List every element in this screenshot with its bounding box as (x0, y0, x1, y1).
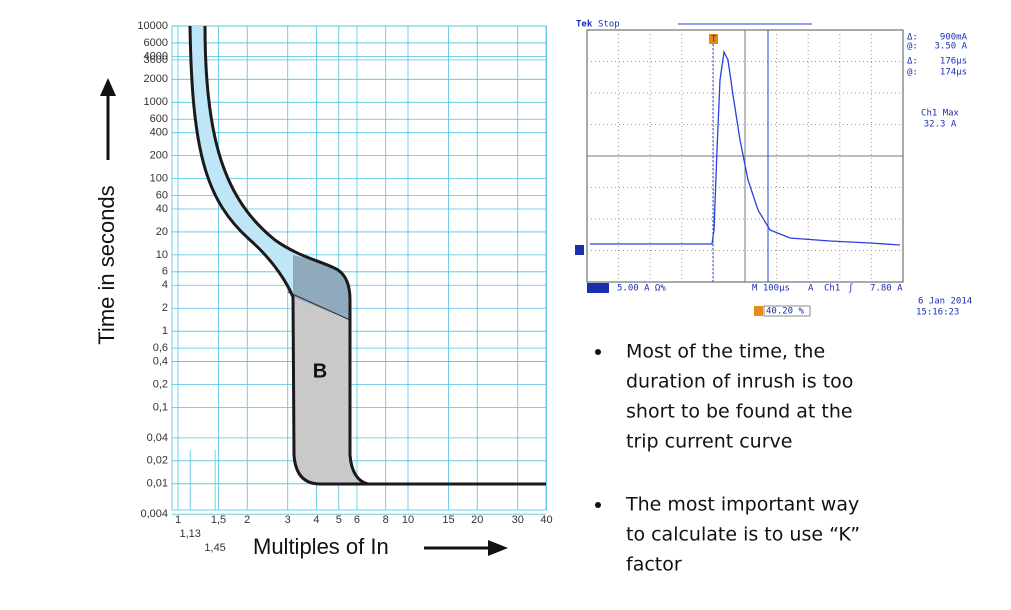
trigger-pos-box (763, 305, 811, 317)
bullet-text: to calculate is to use “K” (626, 524, 860, 546)
readout-value: 174µs (940, 68, 967, 78)
x-tick-label: 2 (244, 514, 250, 526)
status-field: M 100µs (752, 284, 790, 294)
y-tick-label: 200 (150, 150, 168, 162)
y-tick-label: 100 (150, 173, 168, 185)
y-tick-label: 1000 (144, 96, 168, 108)
y-tick-label: 0,6 (153, 342, 168, 354)
x-tick-label: 3 (285, 514, 291, 526)
status-field: A (808, 284, 814, 294)
status-field: ʃ (848, 284, 853, 294)
y-axis-label: Time in seconds (94, 185, 119, 344)
scope-grid (587, 30, 903, 282)
y-tick-label: 4000 (144, 50, 168, 62)
scope-brand: Tek (576, 20, 593, 30)
readout-key: Δ: (907, 33, 918, 43)
measurement-value: 32.3 A (924, 120, 957, 130)
x-tick-label: 5 (336, 514, 342, 526)
bullet-dot (595, 349, 601, 355)
bullet-text: short to be found at the (626, 401, 853, 423)
y-tick-label: 0,04 (147, 432, 168, 444)
scope-trace (590, 49, 901, 246)
plot-frame (171, 25, 547, 511)
y-tick-label: 400 (150, 127, 168, 139)
oscilloscope: Tek Stop 1 T Δ: 900mA @: 3.50 A Δ: 176µs @: 174… (575, 20, 972, 318)
y-tick-label: 60 (156, 189, 168, 201)
x-axis-arrowhead (488, 540, 508, 556)
status-field: Ch1 (590, 284, 606, 294)
x-tick-label: 20 (471, 514, 483, 526)
x-tick-label: 1 (175, 514, 181, 526)
y-tick-label: 0,004 (140, 508, 168, 520)
readout-key: Δ: (907, 57, 918, 67)
status-field: Ch1 (824, 284, 840, 294)
grid (171, 25, 547, 515)
y-tick-label: 10 (156, 249, 168, 261)
channel-box (587, 283, 609, 293)
bullet-text: trip current curve (626, 431, 792, 453)
overlap-fill (293, 255, 350, 320)
channel-marker (575, 245, 584, 255)
bullet-list: Most of the time, the duration of inrush … (595, 341, 860, 576)
trigger-marker (709, 34, 718, 44)
x-tick-label: 1,13 (179, 528, 200, 540)
bullet-dot (595, 502, 601, 508)
y-tick-label: 0,02 (147, 455, 168, 467)
readout-key: @: (907, 68, 918, 78)
trigger-position: 40.20 % (766, 307, 805, 317)
y-tick-label: 3600 (144, 54, 168, 66)
x-tick-label: 4 (313, 514, 319, 526)
readout-value: 176µs (940, 57, 967, 67)
measurement-name: Ch1 Max (921, 109, 960, 119)
trip-curve: B Time in seconds Multiples of In 10000 6… (94, 20, 553, 559)
x-tick-label: 15 (442, 514, 454, 526)
status-field: 7.80 A (870, 284, 903, 294)
y-tick-label: 0,1 (153, 401, 168, 413)
region-label: B (313, 360, 327, 382)
x-tick-label: 10 (402, 514, 414, 526)
channel-id: 1 (577, 246, 582, 256)
scope-status: Stop (598, 20, 620, 30)
y-tick-label: 2000 (144, 73, 168, 85)
y-tick-label: 40 (156, 203, 168, 215)
y-tick-label: 1 (162, 325, 168, 337)
y-tick-label: 600 (150, 113, 168, 125)
trigger-pos-icon (754, 306, 763, 316)
y-tick-label: 2 (162, 302, 168, 314)
y-tick-label: 6 (162, 266, 168, 278)
bullet-text: Most of the time, the (626, 341, 825, 363)
x-axis-label: Multiples of In (253, 534, 389, 559)
x-tick-label: 1,5 (211, 514, 226, 526)
bullet-text: The most important way (625, 494, 859, 516)
band-divider (287, 291, 351, 321)
readout-key: @: (907, 42, 918, 52)
scope-time: 15:16:23 (916, 308, 959, 318)
bullet-text: factor (626, 554, 682, 576)
x-tick-label: 30 (512, 514, 524, 526)
x-tick-label: 40 (540, 514, 552, 526)
readout-value: 900mA (940, 33, 968, 43)
y-tick-label: 4 (162, 279, 168, 291)
upper-limit-curve (203, 25, 369, 486)
y-tick-label: 10000 (137, 20, 168, 32)
y-tick-label: 20 (156, 226, 168, 238)
y-tick-label: 6000 (144, 37, 168, 49)
y-tick-label: 0,4 (153, 355, 168, 367)
scope-date: 6 Jan 2014 (918, 297, 972, 307)
y-tick-label: 0,01 (147, 478, 168, 490)
x-tick-label: 1,45 (204, 542, 225, 554)
lower-limit-curve (188, 25, 546, 486)
x-tick-label: 6 (354, 514, 360, 526)
bullet-text: duration of inrush is too (626, 371, 853, 393)
x-tick-label: 8 (383, 514, 389, 526)
readout-value: 3.50 A (934, 42, 967, 52)
y-axis-arrowhead (100, 78, 116, 96)
trigger-id: T (711, 35, 717, 45)
status-field: 5.00 A Ω% (617, 284, 666, 294)
y-tick-label: 0,2 (153, 378, 168, 390)
